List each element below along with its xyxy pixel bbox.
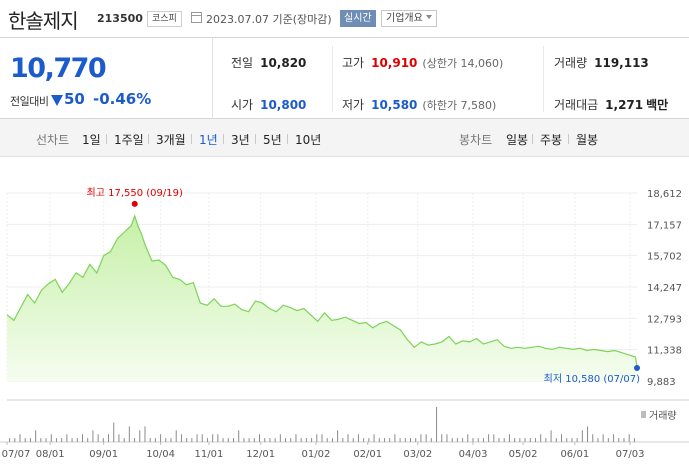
high-annotation: 최고 17,550 (09/19)	[87, 187, 183, 199]
x-tick-label: 05/02	[509, 449, 538, 460]
tab-weekly[interactable]: 주봉	[540, 133, 563, 147]
chart-tabs: 선차트 1일 1주일 3개월 1년 3년 5년 10년 봉차트 일봉 주봉 월봉	[0, 119, 689, 157]
low-label: 저가	[342, 98, 365, 112]
realtime-button[interactable]: 실시간	[340, 10, 376, 27]
calendar-icon	[191, 12, 202, 23]
open-cell: 시가 10,800	[231, 96, 306, 113]
annotations: 최고 17,550 (09/19) 최저 10,580 (07/07)	[87, 187, 641, 385]
tab-divider	[106, 134, 107, 144]
x-tick-label: 09/01	[89, 449, 118, 460]
high-label: 고가	[342, 56, 365, 70]
x-tick-label: 02/01	[353, 449, 382, 460]
tab-5y[interactable]: 5년	[263, 133, 282, 147]
x-tick-label: 03/02	[403, 449, 432, 460]
current-price: 10,770	[10, 53, 107, 84]
y-tick-label: 15,702	[647, 252, 682, 263]
candle-chart-heading: 봉차트	[459, 133, 493, 147]
price-date: 2023.07.07 기준(장마감)	[206, 13, 332, 26]
price-chart: 18,612 17,157 15,702 14,247 12,793 11,338 9,88…	[0, 157, 689, 471]
x-tick-label: 04/03	[459, 449, 488, 460]
stock-code: 213500	[97, 12, 143, 25]
y-tick-label: 11,338	[647, 346, 682, 357]
change-value: 50	[64, 90, 85, 108]
market-badge: 코스피	[147, 11, 182, 27]
low-cell: 저가 10,580 (하한가 7,580)	[342, 96, 496, 113]
open-value: 10,800	[260, 98, 307, 112]
prev-close-value: 10,820	[260, 56, 307, 70]
x-tick-label: 06/01	[560, 449, 589, 460]
change-label: 전일대비	[10, 95, 49, 108]
price-summary: 10,770 전일대비 50 -0.46% 전일 10,820 고가 10,910 (…	[0, 38, 689, 119]
y-tick-label: 17,157	[647, 220, 682, 231]
y-axis-ticks: 18,612 17,157 15,702 14,247 12,793 11,338 9,88…	[647, 189, 682, 388]
low-annotation: 최저 10,580 (07/07)	[544, 373, 640, 385]
change-percent: -0.46%	[93, 90, 152, 108]
amount-unit: 백만	[646, 98, 669, 112]
tab-divider	[223, 134, 224, 144]
current-price-panel: 10,770 전일대비 50 -0.46%	[0, 38, 213, 119]
tab-daily[interactable]: 일봉	[506, 133, 529, 147]
tab-divider	[191, 134, 192, 144]
amount-cell: 거래대금 1,271 백만	[554, 96, 668, 113]
tab-3y[interactable]: 3년	[231, 133, 250, 147]
company-overview-label: 기업개요	[386, 13, 423, 24]
amount-label: 거래대금	[554, 98, 599, 112]
high-value: 10,910	[371, 56, 418, 70]
volume-label: 거래량	[649, 410, 677, 422]
x-tick-label: 10/04	[146, 449, 175, 460]
chevron-down-icon	[425, 15, 432, 19]
tab-divider	[255, 134, 256, 144]
y-tick-label: 12,793	[647, 314, 682, 325]
price-chart-svg: 18,612 17,157 15,702 14,247 12,793 11,338 9,88…	[0, 187, 689, 460]
lower-limit: (하한가 7,580)	[422, 99, 497, 112]
volume-legend-swatch	[641, 411, 646, 418]
line-chart-heading: 선차트	[36, 133, 70, 147]
down-arrow-icon	[51, 95, 63, 106]
amount-value: 1,271	[605, 98, 644, 112]
price-area	[6, 214, 638, 381]
tab-1y[interactable]: 1년	[199, 133, 218, 147]
tab-divider	[287, 134, 288, 144]
low-value: 10,580	[371, 98, 418, 112]
x-tick-label: 01/02	[302, 449, 331, 460]
volume-bars: 거래량	[9, 407, 677, 442]
tab-divider	[148, 134, 149, 144]
y-tick-label: 18,612	[647, 189, 682, 200]
tab-1d[interactable]: 1일	[82, 133, 101, 147]
tab-1w[interactable]: 1주일	[114, 133, 144, 147]
prev-close-label: 전일	[231, 56, 254, 70]
x-tick-label: 11/01	[195, 449, 224, 460]
divider	[543, 46, 544, 112]
prev-close-cell: 전일 10,820	[231, 54, 306, 71]
upper-limit: (상한가 14,060)	[422, 57, 504, 70]
stock-header: 한솔제지 213500 코스피 2023.07.07 기준(장마감) 실시간 기…	[0, 0, 689, 38]
y-tick-label: 9,883	[647, 377, 676, 388]
volume-value: 119,113	[594, 56, 649, 70]
open-label: 시가	[231, 98, 254, 112]
x-tick-label: 07/07	[2, 449, 31, 460]
price-area-fill	[7, 215, 637, 381]
price-line	[6, 214, 638, 367]
tab-monthly[interactable]: 월봉	[576, 133, 599, 147]
tab-3m[interactable]: 3개월	[156, 133, 186, 147]
tab-10y[interactable]: 10년	[295, 133, 322, 147]
volume-cell: 거래량 119,113	[554, 54, 649, 71]
high-marker	[131, 200, 138, 207]
x-tick-label: 12/01	[246, 449, 275, 460]
x-axis-ticks: 07/07 08/01 09/01 10/04 11/01 12/01 01/02 02/01…	[2, 442, 645, 460]
y-tick-label: 14,247	[647, 283, 682, 294]
low-marker	[634, 364, 640, 371]
x-tick-label: 08/01	[36, 449, 65, 460]
divider	[332, 46, 333, 112]
volume-label: 거래량	[554, 56, 588, 70]
tab-divider	[532, 134, 533, 144]
stock-name: 한솔제지	[8, 9, 79, 33]
company-overview-dropdown[interactable]: 기업개요	[381, 10, 437, 27]
x-tick-label: 07/03	[616, 449, 645, 460]
high-cell: 고가 10,910 (상한가 14,060)	[342, 54, 503, 71]
tab-divider	[568, 134, 569, 144]
